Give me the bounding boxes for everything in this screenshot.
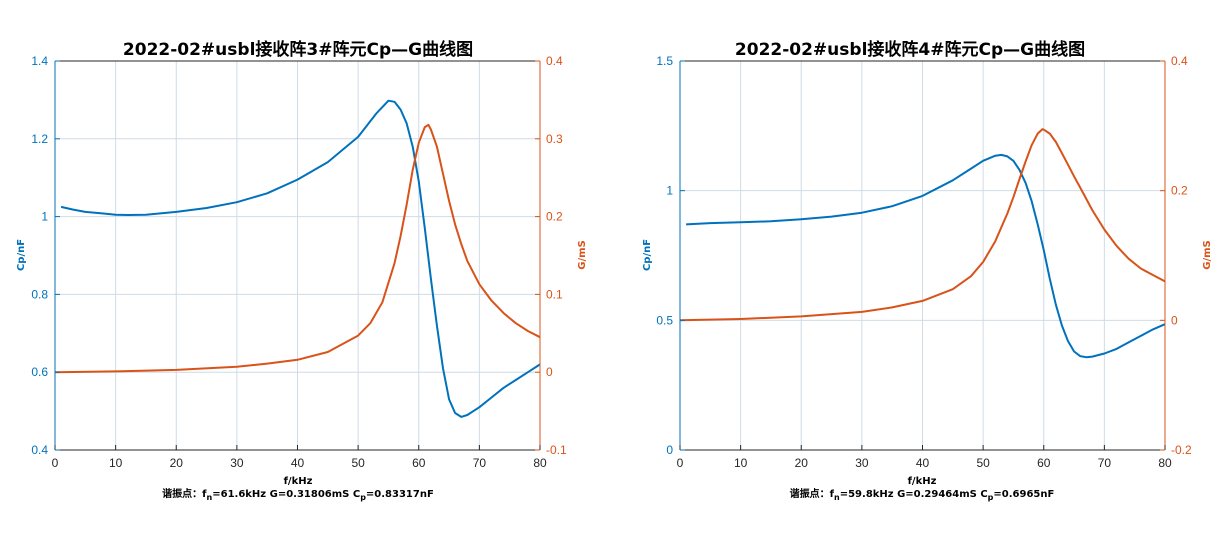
right-y-tick-label: 0.4: [1171, 54, 1188, 68]
g-series-line: [54, 123, 541, 374]
annotation-subscript-n: n: [207, 493, 213, 502]
chart-title: 2022-02#usbl接收阵3#阵元Cp—G曲线图: [123, 39, 473, 60]
g-series-line: [679, 128, 1166, 322]
x-tick-label: 10: [734, 456, 748, 470]
x-tick-label: 80: [533, 456, 547, 470]
annotation-subscript-n: n: [834, 493, 840, 502]
resonance-annotation: 谐振点：fn=59.8kHz G=0.29464mS Cp=0.6965nF: [790, 487, 1055, 502]
annotation-subscript-p: p: [988, 493, 994, 502]
x-tick-label: 10: [109, 456, 123, 470]
right-y-tick-label: 0.3: [546, 132, 563, 146]
x-axis-label: f/kHz: [284, 476, 313, 487]
left-y-tick-label: 1: [41, 210, 48, 224]
left-y-tick-label: 1.2: [31, 132, 48, 146]
right-y-tick-label: 0.1: [546, 287, 563, 301]
right-chart-panel: 2022-02#usbl接收阵4#阵元Cp—G曲线图 f/kHz Cp/nF G…: [642, 39, 1213, 502]
right-y-tick-label: -0.1: [546, 443, 567, 457]
left-y-tick-label: 1: [666, 184, 673, 198]
annotation-prefix: 谐振点：f: [162, 487, 207, 500]
x-tick-label: 20: [170, 456, 184, 470]
right-y-tick-label: 0.2: [546, 210, 563, 224]
x-tick-label: 40: [291, 456, 305, 470]
right-y-tick-label: 0: [1171, 313, 1178, 327]
right-y-tick-label: -0.2: [1171, 443, 1192, 457]
x-tick-label: 60: [1037, 456, 1051, 470]
annotation-prefix: 谐振点：f: [790, 487, 835, 500]
x-tick-label: 80: [1158, 456, 1172, 470]
x-tick-label: 0: [677, 456, 684, 470]
x-axis-label: f/kHz: [908, 476, 937, 487]
annotation-suffix: =0.6965nF: [993, 489, 1054, 500]
cp-series-line: [686, 153, 1166, 359]
annotation-middle: =59.8kHz G=0.29464mS C: [840, 489, 988, 500]
x-tick-label: 0: [52, 456, 59, 470]
left-chart-panel: 2022-02#usbl接收阵3#阵元Cp—G曲线图 f/kHz Cp/nF G…: [16, 39, 588, 502]
left-y-tick-label: 0: [666, 443, 673, 457]
x-tick-label: 50: [976, 456, 990, 470]
chart-title: 2022-02#usbl接收阵4#阵元Cp—G曲线图: [735, 39, 1085, 60]
annotation-middle: =61.6kHz G=0.31806mS C: [212, 489, 360, 500]
cp-series-line: [60, 99, 541, 418]
x-tick-label: 30: [855, 456, 869, 470]
x-tick-label: 30: [230, 456, 244, 470]
right-y-axis-label: G/mS: [577, 240, 588, 269]
left-y-tick-label: 0.6: [31, 365, 48, 379]
left-y-tick-label: 0.8: [31, 287, 48, 301]
right-y-tick-label: 0.4: [546, 54, 563, 68]
right-y-tick-label: 0.2: [1171, 184, 1188, 198]
annotation-subscript-p: p: [360, 493, 366, 502]
left-y-axis-label: Cp/nF: [16, 239, 27, 271]
left-y-tick-label: 1.4: [31, 54, 48, 68]
left-y-axis-label: Cp/nF: [642, 239, 653, 271]
left-y-tick-label: 1.5: [656, 54, 673, 68]
x-tick-label: 50: [351, 456, 365, 470]
left-y-tick-label: 0.5: [656, 313, 673, 327]
annotation-suffix: =0.83317nF: [366, 489, 434, 500]
right-y-tick-label: 0: [546, 365, 553, 379]
x-tick-label: 70: [473, 456, 487, 470]
x-tick-label: 60: [412, 456, 426, 470]
left-y-tick-label: 0.4: [31, 443, 48, 457]
x-tick-label: 70: [1098, 456, 1112, 470]
right-y-axis-label: G/mS: [1202, 240, 1213, 269]
x-tick-label: 40: [916, 456, 930, 470]
resonance-annotation: 谐振点：fn=61.6kHz G=0.31806mS Cp=0.83317nF: [162, 487, 434, 502]
x-tick-label: 20: [795, 456, 809, 470]
